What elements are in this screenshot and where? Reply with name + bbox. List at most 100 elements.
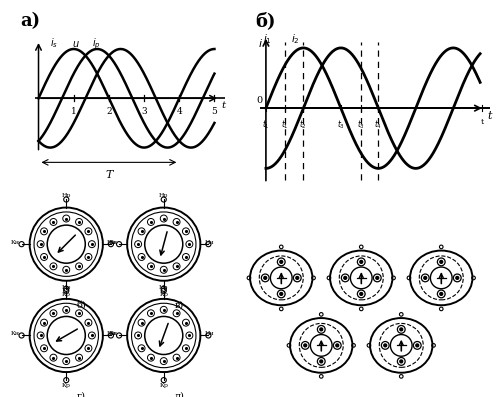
Circle shape <box>76 263 82 270</box>
Circle shape <box>280 293 282 295</box>
Text: Кн: Кн <box>11 240 20 245</box>
Circle shape <box>148 354 154 361</box>
Circle shape <box>376 276 378 279</box>
Circle shape <box>398 358 405 365</box>
Circle shape <box>358 258 365 266</box>
Text: 0: 0 <box>256 96 263 105</box>
Circle shape <box>40 319 48 326</box>
Circle shape <box>456 276 458 279</box>
Text: t: t <box>222 101 226 110</box>
Circle shape <box>37 241 44 248</box>
Text: $u$: $u$ <box>72 39 80 48</box>
Text: $t_2$: $t_2$ <box>300 118 308 131</box>
Circle shape <box>262 274 269 282</box>
Circle shape <box>148 218 154 225</box>
Circle shape <box>264 276 266 279</box>
Circle shape <box>358 290 365 298</box>
Circle shape <box>310 335 332 356</box>
Circle shape <box>270 267 292 289</box>
Circle shape <box>382 341 389 349</box>
Text: Кр: Кр <box>62 292 71 297</box>
Text: Нн: Нн <box>107 240 117 245</box>
Circle shape <box>296 276 298 279</box>
Circle shape <box>173 310 180 317</box>
Circle shape <box>40 254 48 260</box>
Text: Кр: Кр <box>159 384 168 389</box>
Text: а): а) <box>20 12 40 30</box>
Circle shape <box>424 276 426 279</box>
Text: д): д) <box>174 392 184 397</box>
Circle shape <box>186 332 193 339</box>
Circle shape <box>384 344 386 347</box>
Circle shape <box>63 266 70 273</box>
Circle shape <box>76 310 82 317</box>
Text: 3: 3 <box>142 107 147 116</box>
Circle shape <box>63 306 70 313</box>
Circle shape <box>182 254 190 260</box>
Text: $i$: $i$ <box>258 37 263 49</box>
Circle shape <box>85 319 92 326</box>
Circle shape <box>320 360 322 363</box>
Circle shape <box>318 358 325 365</box>
Circle shape <box>50 310 57 317</box>
Circle shape <box>278 290 285 298</box>
Text: г): г) <box>77 392 86 397</box>
Circle shape <box>148 263 154 270</box>
Text: $i_p$: $i_p$ <box>92 37 101 51</box>
Text: Нр: Нр <box>62 193 71 198</box>
Circle shape <box>334 341 341 349</box>
Circle shape <box>278 258 285 266</box>
Text: Кр: Кр <box>159 292 168 297</box>
Circle shape <box>138 319 145 326</box>
Circle shape <box>398 326 405 333</box>
Text: t: t <box>487 111 492 121</box>
Circle shape <box>37 332 44 339</box>
Text: $i_1$: $i_1$ <box>264 32 272 46</box>
Circle shape <box>320 328 322 331</box>
Circle shape <box>148 310 154 317</box>
Text: Нн: Нн <box>204 240 214 245</box>
Text: $t_4$: $t_4$ <box>374 118 382 131</box>
Text: Нр: Нр <box>159 193 168 198</box>
Circle shape <box>350 267 372 289</box>
Circle shape <box>440 293 442 295</box>
Text: $t_3$: $t_3$ <box>356 118 364 131</box>
Text: Кн: Кн <box>11 331 20 336</box>
Circle shape <box>40 345 48 352</box>
Text: t: t <box>480 118 484 126</box>
Circle shape <box>342 274 349 282</box>
Circle shape <box>76 218 82 225</box>
Circle shape <box>438 258 445 266</box>
Text: Нр: Нр <box>62 285 71 290</box>
Circle shape <box>85 228 92 235</box>
Circle shape <box>304 344 306 347</box>
Circle shape <box>160 358 167 364</box>
Circle shape <box>360 293 362 295</box>
Circle shape <box>63 215 70 222</box>
Circle shape <box>400 328 402 331</box>
Circle shape <box>138 228 145 235</box>
Circle shape <box>182 319 190 326</box>
Circle shape <box>182 228 190 235</box>
Circle shape <box>50 218 57 225</box>
Circle shape <box>134 241 141 248</box>
Circle shape <box>302 341 309 349</box>
Circle shape <box>430 267 452 289</box>
Circle shape <box>160 306 167 313</box>
Text: Кн: Кн <box>108 331 118 336</box>
Circle shape <box>173 263 180 270</box>
Text: $i_2$: $i_2$ <box>291 32 300 46</box>
Text: Нн: Нн <box>107 331 117 336</box>
Text: Нр: Нр <box>159 285 168 290</box>
Circle shape <box>374 274 381 282</box>
Text: в): в) <box>174 301 184 310</box>
Circle shape <box>134 332 141 339</box>
Text: 2: 2 <box>106 107 112 116</box>
Circle shape <box>173 218 180 225</box>
Circle shape <box>173 354 180 361</box>
Circle shape <box>280 260 282 263</box>
Circle shape <box>88 332 96 339</box>
Text: $t_3$: $t_3$ <box>337 118 345 131</box>
Circle shape <box>186 241 193 248</box>
Circle shape <box>160 215 167 222</box>
